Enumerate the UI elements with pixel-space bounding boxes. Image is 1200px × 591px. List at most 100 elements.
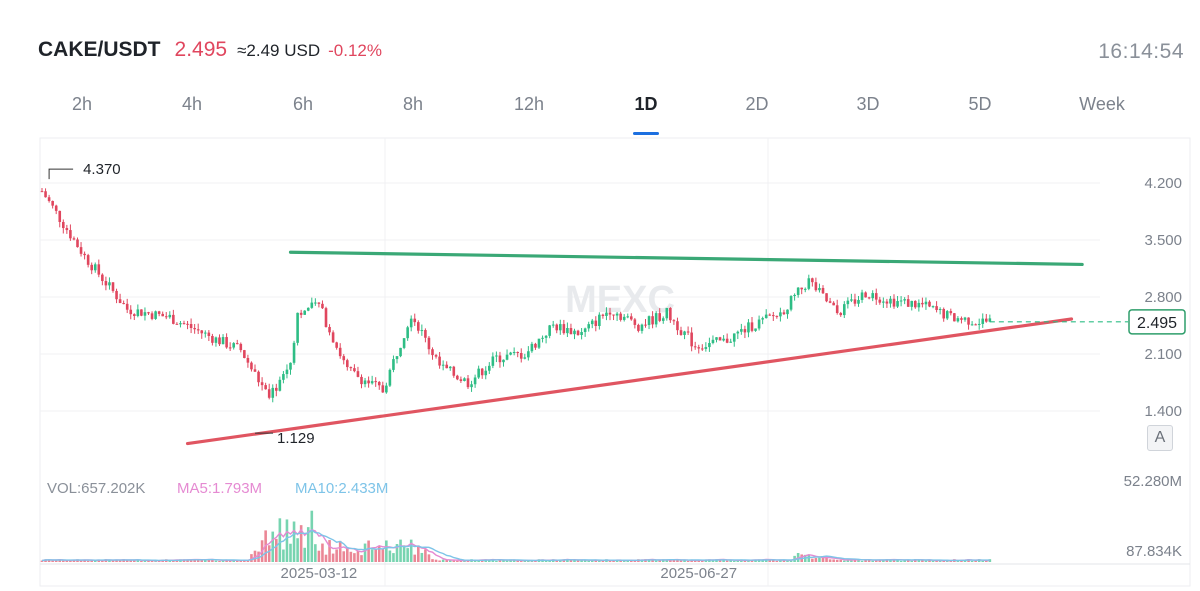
volume-bar bbox=[523, 560, 527, 562]
candle-body bbox=[143, 312, 147, 316]
candle-body bbox=[608, 312, 612, 315]
candle-body bbox=[228, 347, 232, 349]
candle-body bbox=[445, 364, 448, 369]
candle-body bbox=[828, 301, 832, 303]
candle-body bbox=[793, 294, 796, 297]
candle-body bbox=[605, 312, 608, 316]
tab-3d[interactable]: 3D bbox=[856, 94, 880, 114]
candle-body bbox=[441, 364, 445, 366]
volume-bar bbox=[747, 560, 750, 562]
volume-bar bbox=[917, 559, 921, 562]
candle-body bbox=[505, 354, 509, 360]
volume-bar bbox=[232, 560, 235, 562]
volume-bar bbox=[594, 560, 598, 562]
high-price-label: 4.370 bbox=[83, 161, 121, 178]
volume-bar bbox=[459, 560, 463, 562]
volume-bar bbox=[406, 548, 409, 562]
volume-bar bbox=[331, 553, 335, 562]
candle-body bbox=[147, 312, 150, 314]
candle-body bbox=[438, 356, 441, 366]
candle-body bbox=[722, 338, 725, 341]
volume-bar bbox=[654, 560, 658, 562]
volume-bar bbox=[275, 538, 278, 562]
candle-body bbox=[867, 297, 871, 299]
candle-body bbox=[967, 317, 970, 325]
volume-bar bbox=[679, 560, 683, 562]
volume-bar bbox=[590, 560, 594, 562]
candle-body bbox=[800, 287, 803, 290]
volume-bar bbox=[924, 560, 928, 562]
volume-bar bbox=[310, 510, 314, 562]
candle-body bbox=[921, 302, 924, 305]
candle-body bbox=[658, 313, 661, 321]
candle-body bbox=[711, 339, 715, 343]
candle-body bbox=[253, 369, 257, 372]
candle-body bbox=[931, 306, 935, 308]
active-tab-indicator bbox=[633, 132, 659, 135]
volume-bar bbox=[413, 554, 417, 562]
volume-bar bbox=[409, 539, 413, 562]
candle-body bbox=[360, 376, 363, 385]
volume-bar bbox=[360, 555, 363, 562]
high-marker bbox=[48, 168, 74, 180]
volume-bar bbox=[342, 551, 346, 562]
volume-bar bbox=[843, 560, 846, 562]
volume-bar bbox=[65, 560, 69, 562]
candle-body bbox=[740, 329, 743, 332]
volume-bar bbox=[86, 560, 90, 562]
usd-approx-price: ≈2.49 USD bbox=[237, 41, 321, 60]
date-tick-label: 2025-03-12 bbox=[281, 565, 358, 582]
candle-body bbox=[406, 327, 409, 339]
candle-body bbox=[44, 191, 47, 198]
tab-2d[interactable]: 2D bbox=[745, 94, 769, 114]
tab-12h[interactable]: 12h bbox=[513, 94, 545, 114]
tab-week[interactable]: Week bbox=[1079, 94, 1125, 114]
volume-bar bbox=[864, 559, 867, 562]
candle-body bbox=[843, 304, 846, 316]
volume-bar bbox=[136, 559, 140, 562]
candle-body bbox=[885, 301, 889, 304]
candle-body bbox=[179, 323, 182, 325]
volume-bar bbox=[235, 560, 239, 562]
candle-body bbox=[626, 316, 630, 318]
candle-body bbox=[676, 321, 679, 331]
tab-2h[interactable]: 2h bbox=[71, 94, 93, 114]
candle-body bbox=[548, 325, 551, 336]
tab-4h[interactable]: 4h bbox=[181, 94, 203, 114]
volume-bar bbox=[718, 559, 722, 562]
candle-body bbox=[924, 301, 928, 305]
volume-bar bbox=[622, 560, 626, 562]
tab-1d[interactable]: 1D bbox=[634, 94, 658, 114]
volume-bar bbox=[899, 560, 903, 562]
tab-6h[interactable]: 6h bbox=[292, 94, 314, 114]
candle-body bbox=[434, 355, 438, 357]
volume-ma-lines bbox=[41, 528, 990, 562]
candle-body bbox=[896, 301, 899, 307]
volume-bar bbox=[47, 559, 51, 562]
candle-body bbox=[708, 342, 711, 348]
candle-body bbox=[825, 293, 828, 302]
candle-body bbox=[115, 290, 118, 300]
candle-body bbox=[587, 324, 590, 329]
candle-body bbox=[182, 323, 186, 325]
auto-scale-button[interactable]: A bbox=[1147, 425, 1173, 451]
volume-bar bbox=[349, 551, 353, 562]
volume-bar bbox=[530, 560, 534, 562]
volume-bar bbox=[882, 560, 885, 562]
candle-body bbox=[651, 316, 654, 325]
tab-5d[interactable]: 5D bbox=[968, 94, 992, 114]
tab-8h[interactable]: 8h bbox=[402, 94, 424, 114]
volume-bar bbox=[942, 560, 945, 562]
candle-body bbox=[164, 316, 168, 318]
volume-bar bbox=[693, 560, 697, 562]
volume-bar bbox=[97, 560, 101, 562]
candle-body bbox=[878, 299, 882, 303]
trendlines[interactable] bbox=[185, 250, 1084, 446]
candle-body bbox=[62, 221, 65, 229]
volume-bar bbox=[661, 559, 665, 562]
candle-body bbox=[338, 347, 342, 357]
volume-bar bbox=[335, 549, 338, 562]
volume-bar bbox=[196, 559, 200, 562]
candle-body bbox=[942, 309, 945, 319]
